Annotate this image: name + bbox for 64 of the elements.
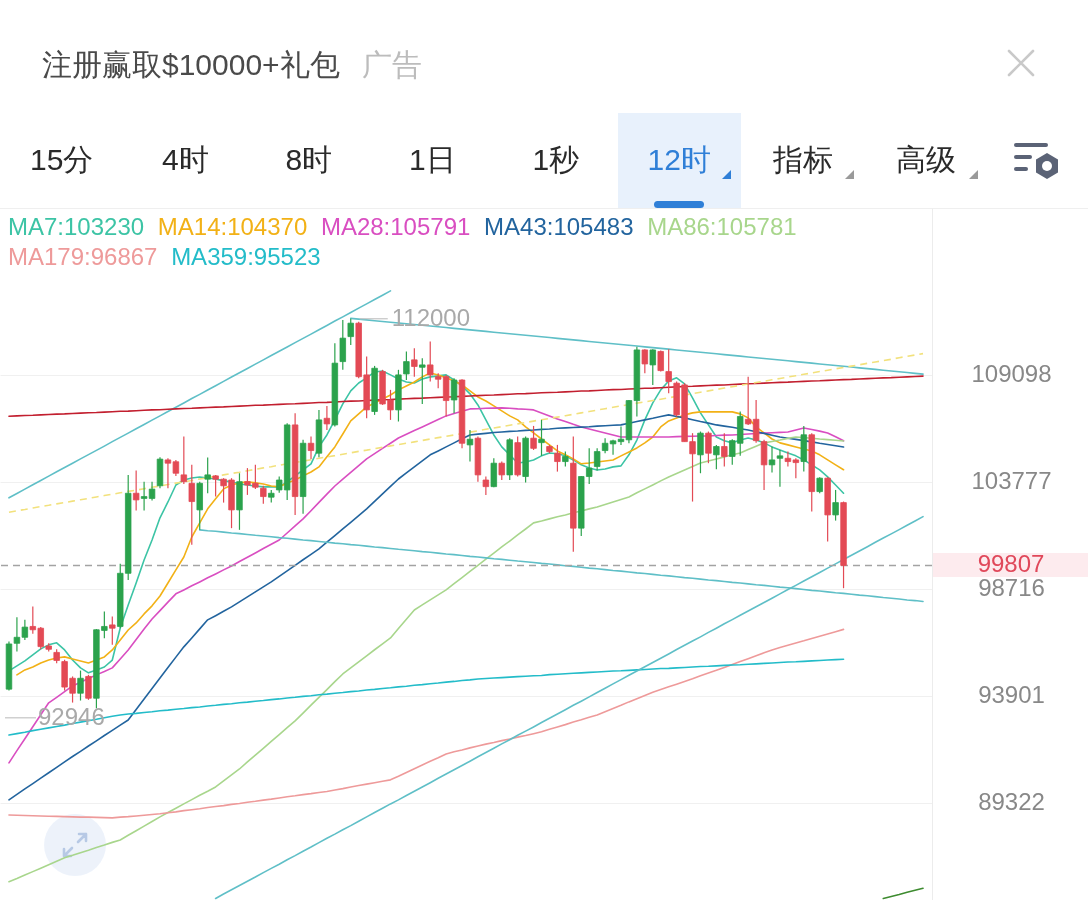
candlestick xyxy=(490,457,498,488)
line-series xyxy=(8,628,845,819)
candlestick xyxy=(132,469,140,512)
text: 4时 xyxy=(161,141,209,178)
candlestick xyxy=(713,444,720,470)
candlestick xyxy=(482,475,490,496)
line-series xyxy=(8,436,845,883)
line-series xyxy=(8,290,392,499)
text: 高级 xyxy=(896,141,957,178)
text: 指标 xyxy=(772,141,833,178)
candlestick xyxy=(538,419,545,457)
candlestick xyxy=(649,348,656,386)
y-tick-label: 89322 xyxy=(978,788,1045,816)
candlestick xyxy=(204,456,211,494)
annotation: 112000 xyxy=(391,303,471,331)
y-tick-label: 93901 xyxy=(978,681,1045,709)
text: 注册赢取$10000+礼包 xyxy=(42,46,340,83)
candlestick xyxy=(705,430,712,464)
text: 1日 xyxy=(408,141,456,178)
text: 15分 xyxy=(30,141,94,178)
candlestick xyxy=(768,445,776,474)
line-series xyxy=(882,887,924,900)
line-series xyxy=(8,375,924,418)
text: MA359:95523 xyxy=(171,242,321,272)
candlestick xyxy=(530,425,537,451)
candlestick xyxy=(641,348,649,374)
candlestick xyxy=(77,669,84,702)
candlestick xyxy=(307,435,315,460)
candlestick xyxy=(323,405,331,431)
line-series xyxy=(8,352,924,513)
text: MA14:104370 xyxy=(157,212,308,242)
text: 12时 xyxy=(647,141,711,178)
candlestick xyxy=(776,449,784,488)
text: MA43:105483 xyxy=(484,212,634,242)
candlestick xyxy=(339,319,346,371)
text: MA86:105781 xyxy=(647,212,797,242)
candlestick xyxy=(419,357,426,405)
text: MA7:103230 xyxy=(8,212,145,242)
candlestick xyxy=(832,489,839,522)
candlestick xyxy=(180,435,188,485)
candlestick xyxy=(593,447,601,472)
text: 广告 xyxy=(361,46,422,83)
candlestick xyxy=(260,485,267,505)
candlestick xyxy=(721,432,728,468)
text: 1秒 xyxy=(532,141,580,178)
y-tick-label: 109098 xyxy=(971,360,1052,388)
candlestick xyxy=(466,429,474,463)
y-tick-label: 103777 xyxy=(971,467,1052,495)
candlestick xyxy=(760,439,768,491)
candlestick xyxy=(411,347,418,378)
candlestick xyxy=(427,341,434,383)
candlestick xyxy=(450,377,458,414)
text: MA28:105791 xyxy=(320,212,471,242)
candlestick xyxy=(498,460,505,481)
candlestick xyxy=(347,318,354,346)
text: MA179:96867 xyxy=(8,242,158,272)
candlestick xyxy=(188,464,195,546)
line-series xyxy=(8,658,845,736)
text: 8时 xyxy=(285,141,333,178)
candlestick xyxy=(85,674,92,701)
candlestick xyxy=(697,430,704,474)
candlestick xyxy=(665,348,672,394)
candlestick xyxy=(554,444,561,473)
candlestick xyxy=(109,615,116,646)
